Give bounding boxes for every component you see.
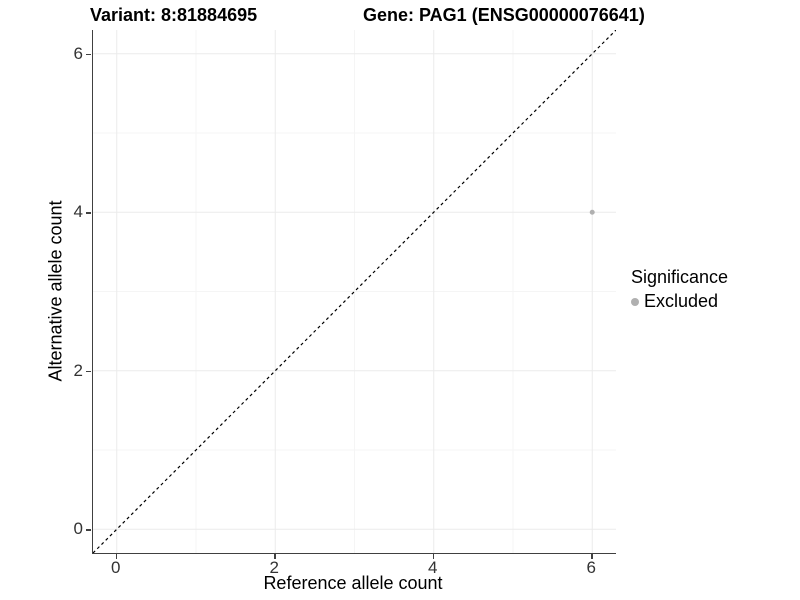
y-axis-label: Alternative allele count: [45, 200, 66, 382]
plot-title-variant: Variant: 8:81884695: [90, 5, 258, 25]
plot-canvas: [93, 30, 616, 553]
y-tick-mark: [86, 529, 91, 531]
x-tick-mark: [274, 554, 276, 559]
y-tick-label: 6: [73, 43, 83, 63]
y-tick-mark: [86, 53, 91, 56]
x-tick-mark: [432, 554, 435, 559]
x-tick-label: 2: [269, 558, 279, 577]
data-point: [589, 209, 595, 215]
y-tick-mark: [86, 370, 91, 373]
legend-item-label: Excluded: [644, 291, 719, 311]
plot-title-gene: Gene: PAG1 (ENSG00000076641): [363, 5, 645, 25]
x-tick-label: 4: [428, 558, 438, 577]
x-tick-mark: [115, 554, 118, 559]
legend-point-icon: [631, 297, 639, 306]
x-tick-label: 0: [111, 558, 121, 577]
legend-item-excluded: Excluded: [631, 291, 728, 312]
y-tick-mark: [86, 212, 91, 214]
x-axis-label: Reference allele count: [263, 573, 443, 593]
legend: Significance Excluded: [631, 267, 728, 312]
plot-panel: [92, 30, 616, 554]
y-tick-label: 2: [73, 360, 83, 380]
legend-title: Significance: [631, 267, 729, 287]
y-tick-label: 0: [73, 519, 83, 539]
y-tick-label: 4: [73, 202, 83, 222]
x-tick-mark: [591, 554, 593, 559]
x-tick-label: 6: [586, 558, 596, 577]
